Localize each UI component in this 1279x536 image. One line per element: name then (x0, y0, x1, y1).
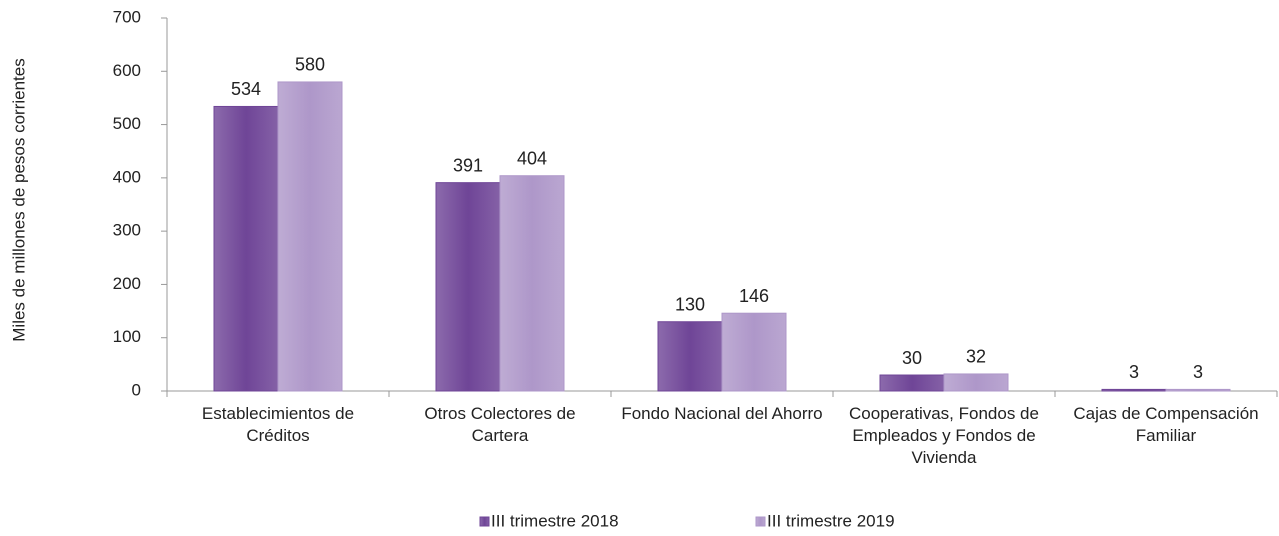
legend-swatch (479, 516, 490, 527)
data-label: 404 (517, 148, 547, 168)
bar (1101, 388, 1167, 392)
legend-label: III trimestre 2019 (767, 511, 895, 530)
bar (435, 182, 501, 392)
bar (879, 374, 945, 392)
x-tick-label-box: Cooperativas, Fondos de Empleados y Fond… (849, 404, 1039, 467)
y-tick-label: 700 (113, 7, 141, 26)
x-tick-label-box: Fondo Nacional del Ahorro (621, 404, 823, 423)
data-label: 130 (675, 294, 705, 314)
bar (1165, 388, 1231, 392)
bar (499, 175, 565, 392)
y-tick-label: 400 (113, 167, 141, 186)
x-tick-label-box: Establecimientos de Créditos (201, 404, 355, 445)
data-label: 146 (739, 286, 769, 306)
bar (213, 105, 279, 392)
y-tick-label: 600 (113, 61, 141, 80)
y-tick-label: 200 (113, 274, 141, 293)
legend-label: III trimestre 2018 (491, 511, 619, 530)
x-tick-label: Cajas de Compensación Familiar (1073, 404, 1259, 445)
x-tick-label: Fondo Nacional del Ahorro (621, 404, 823, 423)
data-label: 32 (966, 347, 986, 367)
y-tick-label: 500 (113, 114, 141, 133)
bar (657, 321, 723, 392)
x-tick-label-box: Cajas de Compensación Familiar (1073, 404, 1259, 445)
data-label: 3 (1193, 362, 1203, 382)
x-tick-label-box: Otros Colectores de Cartera (424, 404, 576, 445)
data-label: 391 (453, 155, 483, 175)
data-label: 30 (902, 348, 922, 368)
bar (721, 312, 787, 392)
data-label: 580 (295, 55, 325, 75)
x-tick-label: Cooperativas, Fondos de Empleados y Fond… (849, 404, 1039, 467)
x-tick-label: Establecimientos de Créditos (201, 404, 355, 445)
y-tick-label: 0 (132, 380, 141, 399)
y-axis-label: Miles de millones de pesos corrientes (9, 58, 28, 341)
x-tick-label: Otros Colectores de Cartera (424, 404, 576, 445)
bar (943, 373, 1009, 392)
y-tick-label: 300 (113, 221, 141, 240)
bar (277, 81, 343, 392)
data-label: 534 (231, 79, 261, 99)
legend-swatch (755, 516, 766, 527)
y-tick-label: 100 (113, 327, 141, 346)
data-label: 3 (1129, 362, 1139, 382)
